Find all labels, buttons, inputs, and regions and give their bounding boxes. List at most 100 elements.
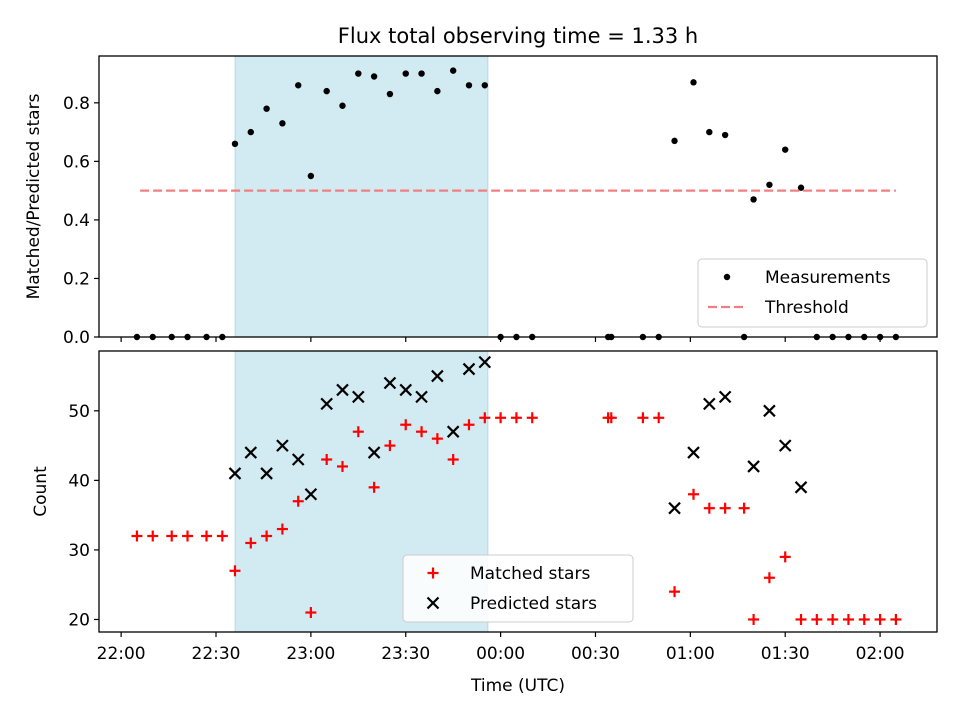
bottom-legend-box — [402, 554, 634, 623]
bottom-y-ticks: 20 30 40 50 — [68, 402, 99, 630]
matched-point — [292, 495, 304, 507]
y-tick-label: 0.4 — [63, 211, 90, 231]
matched-point — [688, 488, 700, 500]
top-legend: Measurements Threshold — [697, 258, 928, 328]
matched-point — [305, 607, 317, 619]
marker-d2 — [668, 501, 681, 515]
predicted-point — [718, 390, 732, 404]
measurement-point — [671, 137, 678, 145]
matched-point — [261, 530, 273, 542]
marker-d2 — [291, 453, 305, 466]
marker-d2 — [244, 446, 258, 459]
legend-measurements-label: Measurements — [765, 268, 891, 288]
predicted-point — [367, 446, 381, 459]
marker-d2 — [415, 390, 428, 404]
bottom-panel: 20 30 40 50 22:00 22:30 23:00 23:30 00:00 00:30 0… — [31, 350, 938, 664]
matched-point — [447, 454, 459, 466]
x-tick-label: 01:30 — [761, 644, 810, 664]
marker-d2 — [383, 376, 397, 390]
bottom-axes-frame — [98, 350, 938, 633]
matched-point — [827, 613, 839, 625]
bottom-y-axis-label: Count — [31, 466, 51, 517]
marker-d2 — [446, 425, 460, 438]
matched-point — [431, 433, 443, 445]
y-tick-label: 0.2 — [63, 269, 90, 289]
matched-point — [416, 426, 428, 438]
predicted-point — [304, 488, 318, 501]
matched-point — [276, 523, 288, 535]
top-x-ticks — [120, 337, 881, 342]
matched-point — [321, 454, 333, 466]
legend-predicted-glyph — [426, 596, 440, 610]
matched-point — [605, 412, 617, 424]
matched-point — [131, 530, 143, 542]
matched-point — [738, 502, 750, 514]
matched-point — [526, 412, 538, 424]
matched-point — [637, 412, 649, 424]
matched-point — [703, 502, 715, 514]
marker-d2 — [426, 596, 440, 610]
measurement-point — [279, 120, 286, 127]
matched-point — [890, 613, 902, 625]
marker-d2 — [718, 390, 732, 404]
marker-d2 — [352, 390, 365, 404]
matched-point — [811, 613, 823, 625]
y-tick-label: 30 — [68, 541, 90, 561]
predicted-point — [778, 439, 792, 452]
predicted-point — [291, 453, 305, 466]
measurement-point — [402, 70, 409, 77]
measurement-point — [481, 82, 488, 89]
predicted-point — [383, 376, 397, 390]
top-legend-box — [697, 258, 928, 328]
predicted-point — [244, 446, 258, 459]
predicted-stars-series — [228, 355, 808, 515]
measurement-point — [263, 105, 270, 112]
top-axes-frame — [98, 55, 938, 338]
measurement-point — [386, 90, 394, 98]
matched-point — [166, 530, 178, 542]
predicted-point — [320, 397, 333, 411]
measurement-point — [231, 140, 239, 148]
y-tick-label: 0.8 — [63, 94, 90, 114]
marker-d2 — [462, 362, 476, 376]
measurement-point — [434, 87, 441, 95]
predicted-point — [431, 369, 444, 383]
matched-point — [842, 613, 854, 625]
bottom-legend: Matched stars Predicted stars — [402, 554, 634, 623]
marker-d2 — [794, 481, 808, 494]
matched-point — [182, 530, 194, 542]
predicted-point — [446, 425, 460, 438]
measurement-point — [690, 79, 697, 86]
matched-point — [245, 537, 257, 549]
legend-matched-label: Matched stars — [470, 564, 590, 584]
matched-point — [229, 565, 241, 577]
matched-point — [216, 530, 228, 542]
legend-threshold-label: Threshold — [764, 298, 849, 318]
marker-d2 — [478, 355, 492, 369]
matched-point — [368, 481, 380, 493]
legend-matched-glyph — [427, 567, 439, 579]
matched-point — [510, 412, 522, 424]
matched-point — [874, 613, 886, 625]
y-tick-label: 0.6 — [63, 152, 90, 172]
matched-point — [779, 551, 791, 563]
matched-point — [858, 613, 870, 625]
marker-d2 — [747, 460, 760, 473]
matched-point — [653, 412, 665, 424]
matched-stars-series — [131, 412, 902, 625]
matched-point — [669, 586, 681, 598]
predicted-point — [668, 501, 681, 515]
top-panel: 0.00.20.40.60.8 Matched/Predicted stars … — [24, 55, 938, 348]
predicted-point — [352, 390, 365, 404]
matched-point — [719, 502, 731, 514]
marker-d2 — [399, 383, 413, 397]
measurement-point — [706, 128, 713, 136]
marker-d2 — [276, 439, 289, 452]
measurement-point — [766, 181, 773, 188]
matched-point — [463, 419, 475, 431]
measurement-point — [797, 184, 805, 191]
top-y-axis-label: Matched/Predicted stars — [24, 93, 44, 299]
marker-d2 — [763, 404, 776, 418]
measurement-point — [418, 70, 425, 77]
